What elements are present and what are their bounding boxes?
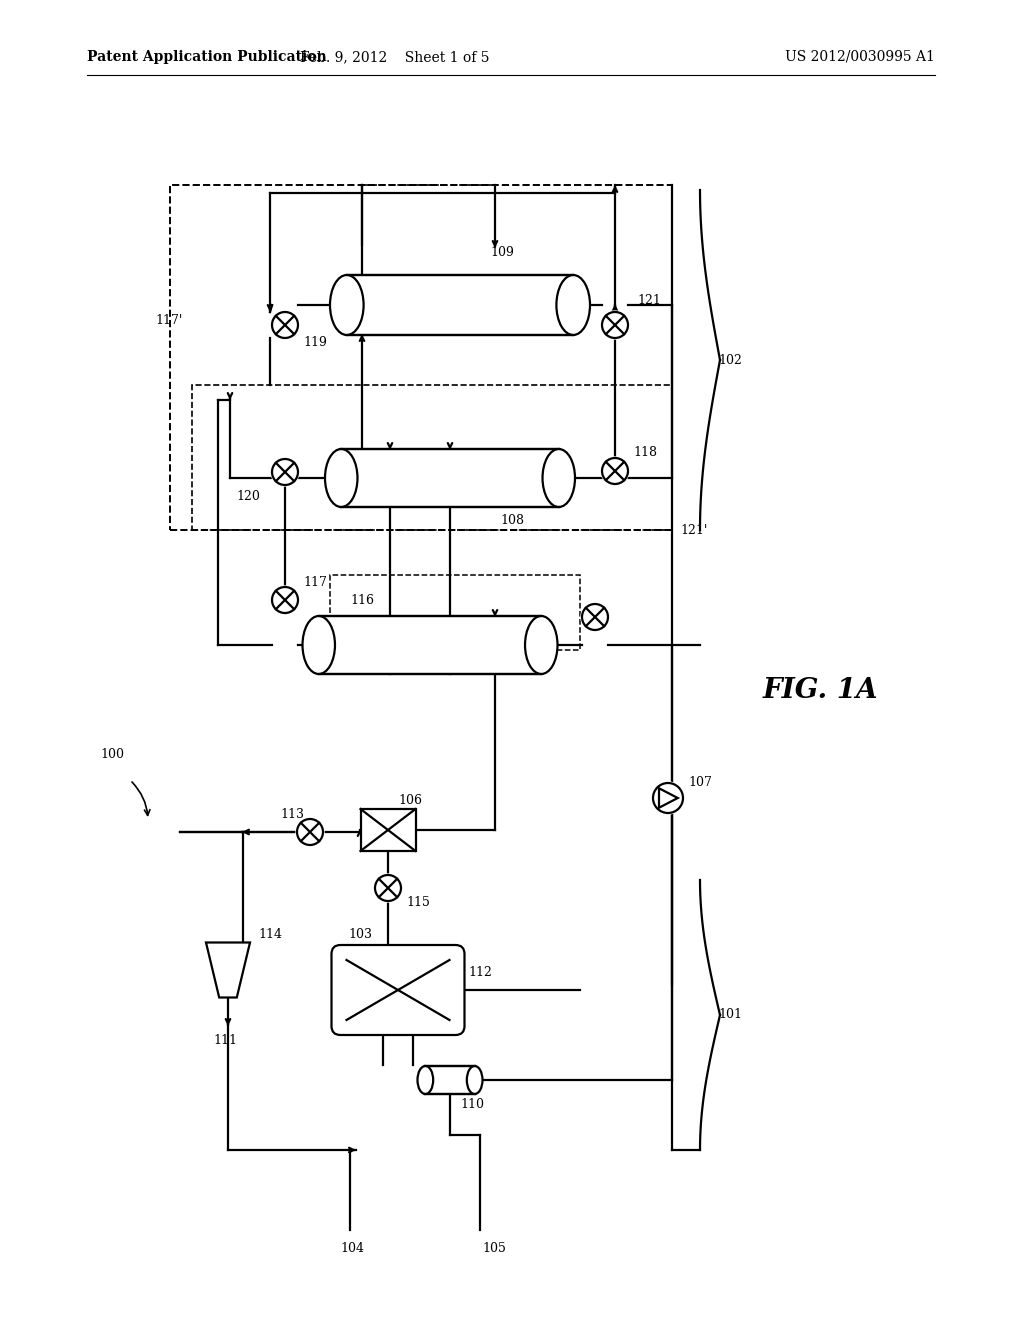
Circle shape: [652, 781, 684, 814]
Text: 114: 114: [258, 928, 282, 941]
Bar: [170, 185, 672, 531]
Text: 102: 102: [718, 354, 742, 367]
Ellipse shape: [325, 449, 357, 507]
Text: 138: 138: [366, 284, 390, 297]
Text: FIG. 1A: FIG. 1A: [762, 676, 878, 704]
Text: 101: 101: [718, 1008, 742, 1022]
Circle shape: [581, 603, 609, 631]
Text: 104: 104: [340, 1242, 364, 1254]
Text: 117': 117': [155, 314, 182, 326]
Ellipse shape: [418, 1067, 433, 1094]
Bar: [318, 616, 542, 675]
Ellipse shape: [330, 275, 364, 335]
Text: 111: 111: [213, 1034, 237, 1047]
Bar: [330, 576, 580, 649]
Circle shape: [272, 312, 298, 338]
Text: 106: 106: [398, 793, 422, 807]
Text: 118: 118: [633, 446, 657, 459]
Polygon shape: [659, 788, 678, 808]
Bar: [360, 809, 416, 851]
Text: 113: 113: [280, 808, 304, 821]
Bar: [425, 1067, 475, 1094]
Text: 121': 121': [680, 524, 708, 536]
Circle shape: [271, 458, 299, 486]
Text: 110: 110: [460, 1098, 484, 1111]
Text: 100: 100: [100, 748, 124, 762]
Ellipse shape: [302, 616, 335, 675]
Circle shape: [296, 818, 324, 846]
Ellipse shape: [543, 449, 575, 507]
Ellipse shape: [467, 1067, 482, 1094]
Circle shape: [271, 312, 299, 339]
Text: 108: 108: [500, 513, 524, 527]
Circle shape: [272, 459, 298, 484]
Circle shape: [601, 457, 629, 484]
Text: Feb. 9, 2012    Sheet 1 of 5: Feb. 9, 2012 Sheet 1 of 5: [300, 50, 489, 63]
Circle shape: [653, 783, 683, 813]
Ellipse shape: [525, 616, 557, 675]
Bar: [425, 1067, 475, 1093]
Text: 119: 119: [303, 337, 327, 350]
Circle shape: [582, 605, 608, 630]
Text: US 2012/0030995 A1: US 2012/0030995 A1: [785, 50, 935, 63]
Text: Patent Application Publication: Patent Application Publication: [87, 50, 327, 63]
Text: 115: 115: [406, 896, 430, 909]
Circle shape: [375, 875, 401, 902]
Polygon shape: [206, 942, 250, 998]
Text: 117: 117: [303, 576, 327, 589]
Bar: [347, 275, 573, 335]
Text: 107: 107: [688, 776, 712, 789]
Bar: [193, 385, 672, 531]
Circle shape: [601, 312, 629, 339]
Circle shape: [271, 586, 299, 614]
Circle shape: [374, 874, 402, 902]
Ellipse shape: [556, 275, 590, 335]
Bar: [318, 616, 542, 673]
FancyBboxPatch shape: [332, 945, 465, 1035]
Circle shape: [272, 587, 298, 612]
Circle shape: [297, 818, 323, 845]
Text: 109: 109: [490, 247, 514, 260]
Bar: [341, 450, 559, 506]
Circle shape: [602, 312, 628, 338]
Text: 121: 121: [637, 293, 660, 306]
Bar: [347, 276, 573, 334]
Circle shape: [602, 458, 628, 484]
Bar: [341, 449, 559, 507]
Text: 127: 127: [400, 623, 424, 636]
Text: 112: 112: [468, 965, 492, 978]
Text: 105: 105: [482, 1242, 506, 1254]
Text: 103: 103: [348, 928, 372, 941]
Text: 120: 120: [237, 491, 260, 503]
Text: 116: 116: [350, 594, 374, 606]
